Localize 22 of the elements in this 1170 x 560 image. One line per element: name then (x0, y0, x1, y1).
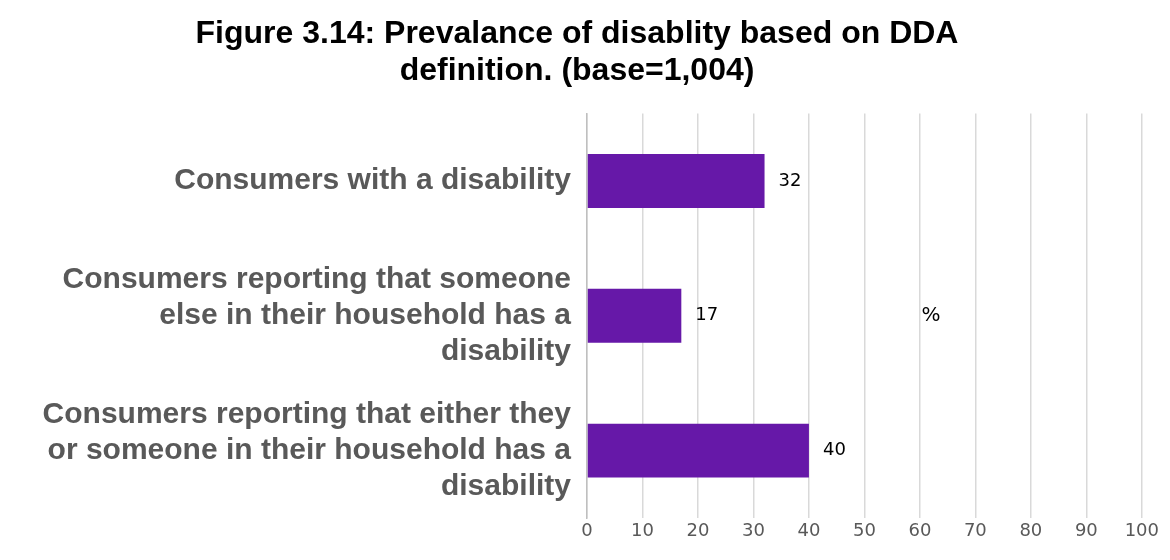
x-tick-label: 50 (852, 519, 876, 541)
bar (587, 154, 765, 208)
data-label: 32 (778, 168, 802, 190)
x-tick-label: 20 (686, 519, 710, 541)
y-tick-label: Consumers reporting that someone else in their household has a disability (62, 261, 572, 367)
x-tick-label: 10 (631, 519, 654, 541)
bar (587, 288, 682, 343)
x-tick-label: 40 (797, 519, 821, 541)
x-tick-label: 100 (1124, 519, 1159, 541)
y-tick-label: Consumers reporting that either they or someone in their household has a disability (42, 395, 572, 501)
data-label: 40 (822, 438, 846, 460)
y-tick-label: Consumers with a disability (174, 162, 572, 196)
annotation: % (921, 302, 941, 326)
x-tick-label: 90 (1074, 519, 1098, 541)
chart-title: Figure 3.14: Prevalance of disablity based on DDA definition. (base=1,004) (195, 14, 959, 88)
x-tick-label: 80 (1019, 519, 1043, 541)
x-tick-label: 30 (741, 519, 765, 541)
x-tick-label: 70 (963, 519, 987, 541)
x-tick-label: 0 (581, 519, 593, 541)
bar (587, 423, 809, 478)
data-label: 17 (695, 303, 719, 325)
x-tick-label: 60 (908, 519, 932, 541)
